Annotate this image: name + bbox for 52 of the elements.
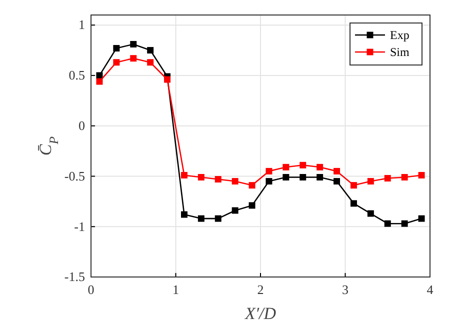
- y-tick-label: -0.5: [64, 168, 85, 184]
- point: [113, 59, 120, 66]
- point: [418, 215, 425, 222]
- point: [282, 164, 290, 170]
- x-tick-label: 1: [172, 282, 179, 298]
- point: [248, 182, 256, 189]
- legend-label: Exp: [390, 28, 410, 42]
- point: [384, 220, 391, 227]
- point: [130, 55, 137, 62]
- point: [266, 178, 272, 185]
- y-tick-label: 0: [78, 118, 85, 134]
- point: [180, 172, 188, 178]
- point: [198, 174, 204, 180]
- point: [334, 168, 340, 174]
- y-tick-label: -1: [74, 218, 85, 234]
- point: [300, 174, 306, 180]
- point: [401, 174, 408, 180]
- point: [232, 207, 238, 214]
- point: [113, 45, 120, 52]
- point: [214, 176, 222, 182]
- point: [147, 47, 154, 54]
- point: [248, 202, 256, 209]
- legend-label: Sim: [390, 45, 410, 59]
- x-tick-label: 3: [342, 282, 348, 298]
- y-tick-label: 0.5: [68, 68, 85, 83]
- point: [350, 182, 357, 189]
- point: [316, 164, 324, 170]
- x-axis-title: X′/D: [244, 304, 277, 323]
- point: [180, 211, 188, 218]
- x-tick-label: 2: [257, 282, 264, 298]
- point: [214, 215, 222, 222]
- point: [232, 178, 238, 185]
- point: [316, 174, 324, 180]
- point: [147, 59, 154, 66]
- point: [334, 178, 340, 185]
- y-tick-label: 1: [78, 17, 85, 32]
- y-tick-label: -1.5: [64, 269, 85, 284]
- point: [164, 76, 171, 83]
- point: [384, 175, 391, 182]
- point: [266, 168, 272, 174]
- point: [367, 178, 374, 185]
- point: [282, 174, 290, 180]
- point: [300, 162, 306, 168]
- point: [198, 215, 204, 222]
- point: [130, 40, 137, 48]
- point: [96, 78, 103, 85]
- point: [350, 200, 357, 207]
- point: [367, 210, 374, 217]
- point: [96, 72, 103, 79]
- x-tick-label: 4: [426, 282, 434, 298]
- point: [418, 172, 425, 178]
- point: [401, 220, 408, 227]
